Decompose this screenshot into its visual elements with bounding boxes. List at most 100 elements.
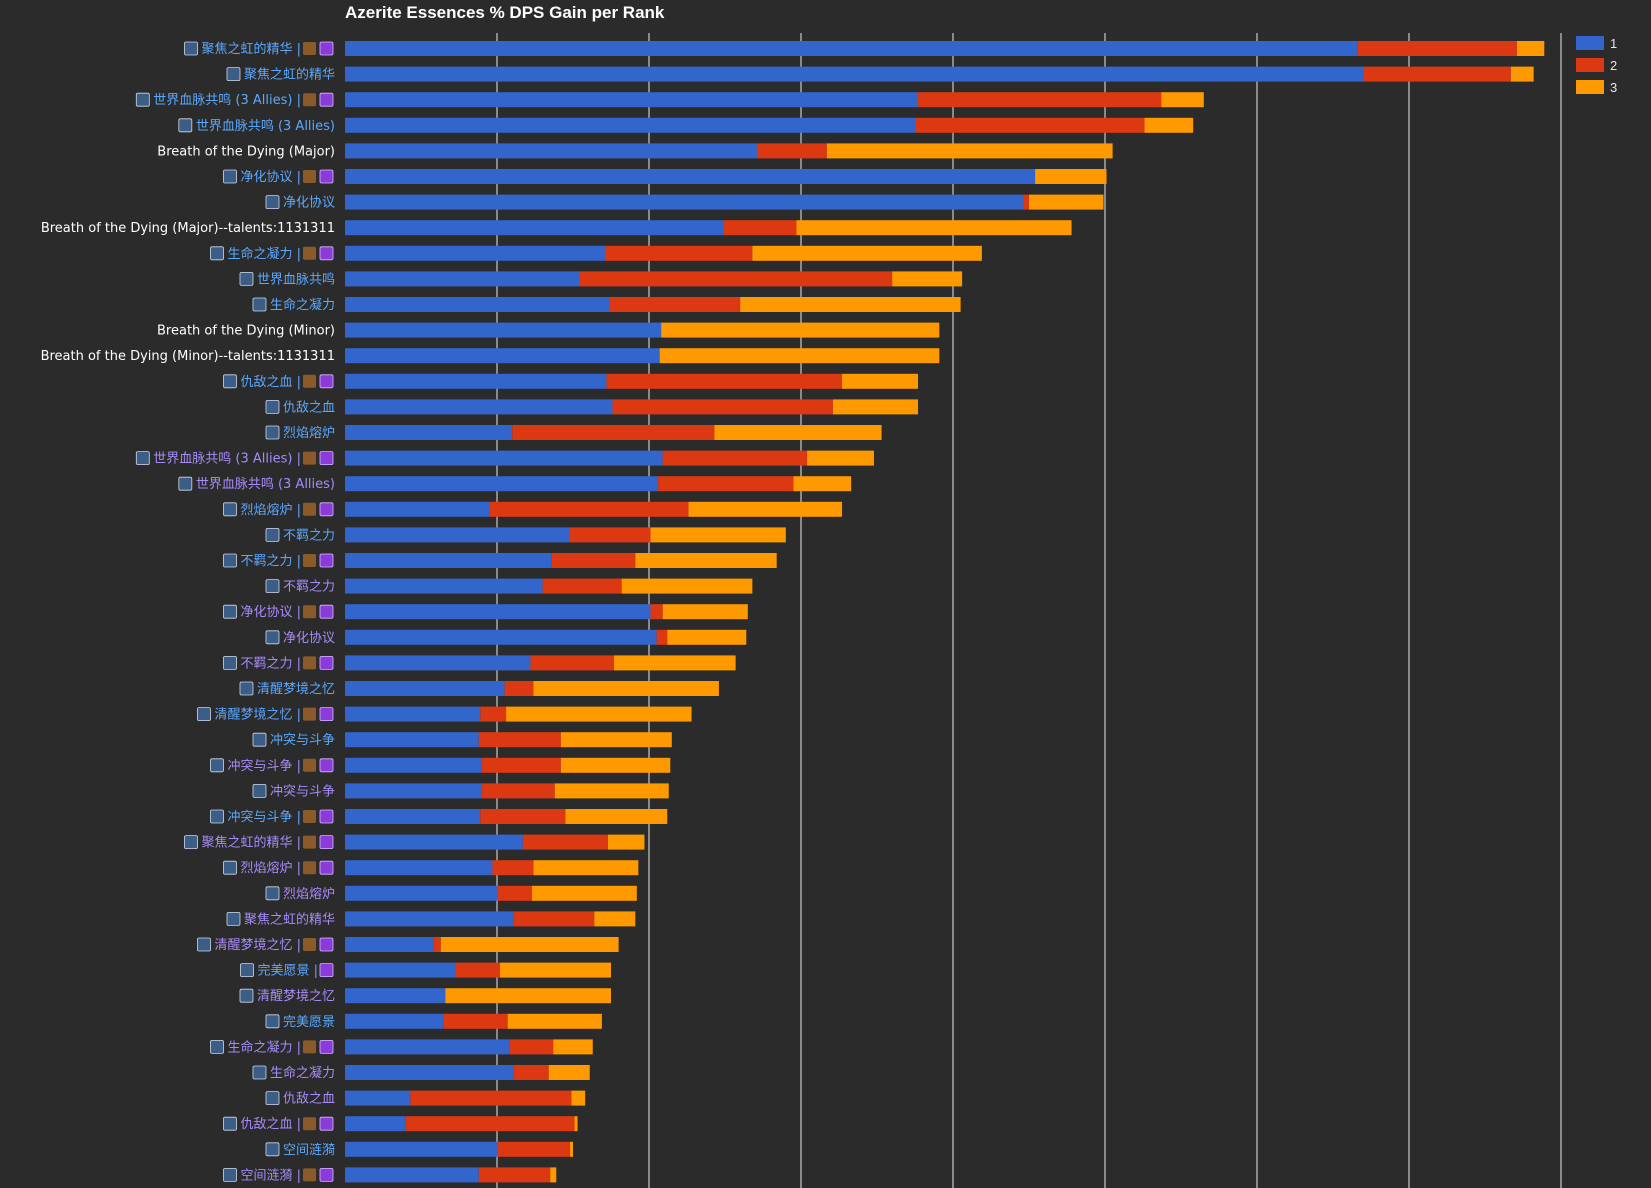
bar-segment-rank-2	[504, 681, 534, 696]
bar-segment-rank-2	[662, 450, 808, 466]
gear-icon	[197, 707, 211, 721]
trait-icon-b	[319, 758, 334, 773]
bar-segment-rank-3	[507, 1013, 602, 1029]
bar-segment-rank-1	[345, 194, 1023, 210]
gear-icon	[223, 553, 237, 568]
category-label: 冲突与斗争	[270, 732, 335, 748]
category-label: 冲突与斗争	[270, 783, 335, 799]
bar-segment-rank-1	[345, 681, 505, 696]
gear-icon	[135, 92, 150, 107]
category-label: 烈焰熔炉 |	[240, 503, 301, 518]
bar-segment-rank-3	[1144, 117, 1194, 133]
bar-segment-rank-1	[345, 399, 613, 415]
gear-icon	[223, 656, 237, 670]
bar-segment-rank-1	[345, 860, 493, 876]
bars	[345, 41, 1545, 1183]
trait-icon-b	[319, 835, 334, 849]
bar-segment-rank-2	[606, 373, 843, 389]
gear-icon	[239, 271, 254, 286]
gear-icon	[252, 297, 267, 312]
trait-icon-b	[319, 41, 334, 56]
bar-segment-rank-2	[579, 271, 893, 287]
category-label: 聚焦之虹的精华 |	[201, 835, 301, 851]
gear-icon	[210, 758, 224, 773]
gear-icon	[265, 425, 280, 440]
trait-icon-b	[319, 656, 334, 670]
gear-icon	[265, 579, 280, 593]
trait-icon-a	[303, 170, 316, 183]
bar-segment-rank-3	[793, 476, 852, 492]
category-label: 净化协议 |	[240, 605, 301, 620]
category-label: Breath of the Dying (Major)	[157, 144, 335, 159]
bar-segment-rank-3	[659, 348, 940, 364]
bar-segment-rank-3	[607, 834, 645, 850]
category-label: 空间涟漪	[283, 1142, 335, 1158]
trait-icon-a	[303, 246, 316, 260]
trait-icon-a	[303, 758, 316, 772]
category-label: 完美愿景	[283, 1015, 335, 1030]
bar-segment-rank-1	[345, 501, 490, 517]
gear-icon	[265, 195, 280, 210]
category-label: 生命之凝力 |	[227, 246, 301, 262]
bar-segment-rank-2	[756, 143, 827, 159]
category-label: 不羁之力	[283, 528, 335, 543]
category-label: 烈焰熔炉 |	[240, 861, 301, 876]
category-label: 世界血脉共鸣 (3 Allies) |	[153, 92, 301, 108]
bar-segment-rank-1	[345, 92, 919, 108]
bar-segment-rank-2	[609, 297, 741, 312]
category-label: 不羁之力 |	[240, 656, 301, 671]
bar-segment-rank-3	[714, 425, 882, 440]
bar-segment-rank-2	[455, 962, 501, 978]
trait-icon-a	[303, 42, 316, 55]
gear-icon	[265, 1014, 280, 1029]
bar-segment-rank-2	[1357, 41, 1517, 56]
gear-icon	[223, 860, 237, 875]
gear-icon	[223, 374, 237, 389]
gear-icon	[223, 1116, 237, 1131]
bar-segment-rank-2	[530, 655, 615, 671]
category-label: 空间涟漪 |	[240, 1167, 301, 1183]
bar-segment-rank-1	[345, 937, 434, 952]
bar-segment-rank-3	[500, 962, 611, 978]
category-label: 世界血脉共鸣 (3 Allies) |	[153, 451, 301, 467]
bar-segment-rank-1	[345, 322, 662, 338]
bar-segment-rank-1	[345, 1013, 444, 1029]
gear-icon	[223, 1168, 237, 1182]
trait-icon-b	[319, 860, 334, 875]
bar-segment-rank-3	[842, 373, 919, 389]
category-label: 生命之凝力	[270, 1065, 335, 1081]
category-label: Breath of the Dying (Minor)--talents:113…	[41, 349, 335, 364]
bar-segment-rank-1	[345, 988, 446, 1004]
trait-icon-a	[303, 835, 316, 849]
trait-icon-b	[319, 963, 334, 977]
gear-icon	[184, 835, 198, 849]
bar-segment-rank-1	[345, 885, 497, 901]
gear-icon	[239, 681, 254, 696]
category-label: 生命之凝力 |	[227, 1039, 301, 1055]
gear-icon	[265, 886, 280, 901]
gear-icon	[252, 732, 267, 747]
bar-segment-rank-2	[492, 860, 534, 876]
category-label: Breath of the Dying (Major)--talents:113…	[41, 221, 335, 236]
bar-segment-rank-1	[345, 1116, 406, 1132]
gear-icon	[223, 502, 237, 517]
gear-icon	[135, 451, 150, 466]
bar-segment-rank-1	[345, 117, 915, 133]
bar-segment-rank-3	[560, 732, 672, 748]
bar-segment-rank-3	[506, 706, 692, 722]
category-label: 世界血脉共鸣 (3 Allies)	[196, 118, 335, 134]
bar-segment-rank-2	[481, 757, 561, 773]
trait-icon-a	[303, 451, 316, 465]
bar-segment-rank-3	[440, 937, 619, 952]
category-label: 仇敌之血	[283, 400, 335, 415]
bar-segment-rank-3	[1516, 41, 1545, 56]
bar-segment-rank-3	[553, 1039, 593, 1055]
bar-segment-rank-3	[796, 220, 1072, 236]
bar-segment-rank-3	[531, 885, 637, 901]
trait-icon-a	[303, 502, 316, 516]
bar-segment-rank-1	[345, 476, 659, 492]
category-label: 净化协议 |	[240, 170, 301, 185]
legend: 1 2 3	[1576, 36, 1617, 95]
bar-segment-rank-2	[481, 783, 555, 799]
